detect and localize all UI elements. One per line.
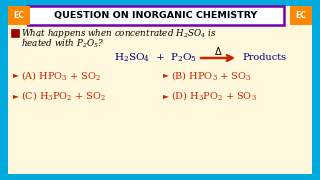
Text: (C) $\mathregular{H_3PO_2}$ + $\mathregular{SO_2}$: (C) $\mathregular{H_3PO_2}$ + $\mathregu… — [21, 89, 106, 102]
Text: ►: ► — [163, 91, 169, 100]
Text: ►: ► — [163, 71, 169, 80]
Bar — [290, 6, 312, 25]
Bar — [12, 30, 19, 37]
Text: ►: ► — [13, 71, 19, 80]
Bar — [8, 6, 30, 25]
Text: $\Delta$: $\Delta$ — [214, 45, 222, 57]
Text: (B) $\mathregular{HPO_3}$ + $\mathregular{SO_3}$: (B) $\mathregular{HPO_3}$ + $\mathregula… — [171, 69, 252, 82]
Bar — [28, 6, 284, 25]
Text: heated with $\mathregular{P_2O_5}$?: heated with $\mathregular{P_2O_5}$? — [21, 38, 105, 50]
Text: ►: ► — [13, 91, 19, 100]
Text: $\mathregular{H_2SO_4}$  +  $\mathregular{P_2O_5}$: $\mathregular{H_2SO_4}$ + $\mathregular{… — [115, 52, 197, 64]
Text: EC: EC — [296, 11, 307, 20]
Text: Products: Products — [242, 53, 286, 62]
Text: EC: EC — [13, 11, 24, 20]
Text: QUESTION ON INORGANIC CHEMISTRY: QUESTION ON INORGANIC CHEMISTRY — [54, 11, 258, 20]
Text: (D) $\mathregular{H_3PO_2}$ + $\mathregular{SO_3}$: (D) $\mathregular{H_3PO_2}$ + $\mathregu… — [171, 89, 257, 102]
Text: (A) $\mathregular{HPO_3}$ + $\mathregular{SO_2}$: (A) $\mathregular{HPO_3}$ + $\mathregula… — [21, 69, 101, 82]
Text: What happens when concentrated $\mathregular{H_2SO_4}$ is: What happens when concentrated $\mathreg… — [21, 26, 217, 39]
